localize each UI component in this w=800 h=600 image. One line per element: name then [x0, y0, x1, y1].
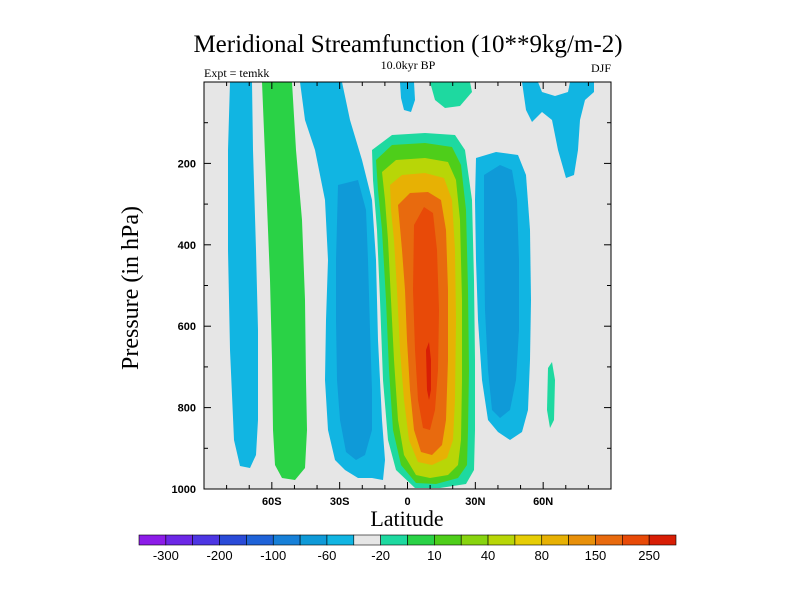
colorbar-label: -20 — [371, 548, 390, 563]
nh-polar-cell — [522, 82, 594, 178]
y-tick-label: 1000 — [172, 484, 196, 496]
colorbar-swatch — [192, 534, 220, 546]
y-axis-title: Pressure (in hPa) — [118, 206, 144, 370]
colorbar-label: 10 — [427, 548, 441, 563]
nh-hadley-level-250 — [413, 207, 439, 430]
subtitle-left: Expt = temkk — [204, 66, 269, 80]
y-tick-label: 600 — [178, 321, 196, 333]
x-axis: 60S 30S 0 30N 60N — [226, 82, 589, 508]
upper-negative-patch — [400, 82, 415, 112]
y-tick-label: 400 — [178, 240, 196, 252]
x-tick-label: 0 — [404, 496, 410, 508]
sh-polar-cell — [228, 82, 258, 468]
nh-small-positive-patch — [547, 362, 555, 428]
colorbar-swatch — [621, 534, 650, 546]
x-axis-title: Latitude — [370, 506, 443, 531]
colorbar-swatch — [460, 534, 489, 546]
y-tick-label: 800 — [178, 403, 196, 415]
colorbar-swatch — [246, 534, 274, 546]
colorbar-label: -100 — [260, 548, 286, 563]
colorbar-swatch — [648, 534, 677, 546]
chart-title: Meridional Streamfunction (10**9kg/m-2) — [193, 31, 622, 58]
colorbar-swatch — [407, 534, 435, 546]
colorbar-swatch — [219, 534, 247, 546]
colorbar-label: -300 — [153, 548, 179, 563]
x-tick-label: 60N — [533, 496, 553, 508]
colorbar-swatch — [434, 534, 462, 546]
nh-polar-gap — [538, 82, 570, 96]
colorbar-swatch — [326, 534, 355, 546]
colorbar-swatch — [138, 534, 167, 546]
colorbar-swatch — [272, 534, 301, 546]
colorbar-swatch — [165, 534, 194, 546]
colorbar-swatch — [541, 534, 569, 546]
x-tick-label: 30S — [330, 496, 350, 508]
nh-ferrel-cell-inner — [484, 165, 519, 418]
colorbar-swatch — [299, 534, 328, 546]
plot-area — [203, 81, 612, 490]
colorbar-swatch — [514, 534, 543, 546]
colorbar-label: -200 — [207, 548, 233, 563]
colorbar-label: 80 — [535, 548, 549, 563]
colorbar: -300 -200 -100 -60 -20 10 40 80 150 250 — [138, 534, 677, 563]
colorbar-label: 40 — [481, 548, 495, 563]
nh-hadley-max — [426, 342, 431, 400]
y-axis: 200 400 600 800 1000 — [172, 122, 611, 496]
subtitle-center: 10.0kyr BP — [381, 58, 436, 72]
upper-positive-patch — [430, 82, 472, 108]
colorbar-label: 250 — [638, 548, 660, 563]
x-tick-label: 60S — [262, 496, 282, 508]
colorbar-swatch — [568, 534, 596, 546]
colorbar-swatch — [487, 534, 516, 546]
x-tick-label: 30N — [465, 496, 485, 508]
colorbar-swatch — [595, 534, 623, 546]
colorbar-swatch — [353, 534, 381, 546]
sh-hadley-cell-inner — [336, 180, 372, 460]
sh-ferrel-cell — [262, 82, 307, 480]
colorbar-label: -60 — [318, 548, 337, 563]
y-tick-label: 200 — [178, 158, 196, 170]
colorbar-swatch — [380, 534, 408, 546]
colorbar-label: 150 — [585, 548, 607, 563]
subtitle-right: DJF — [591, 61, 611, 75]
